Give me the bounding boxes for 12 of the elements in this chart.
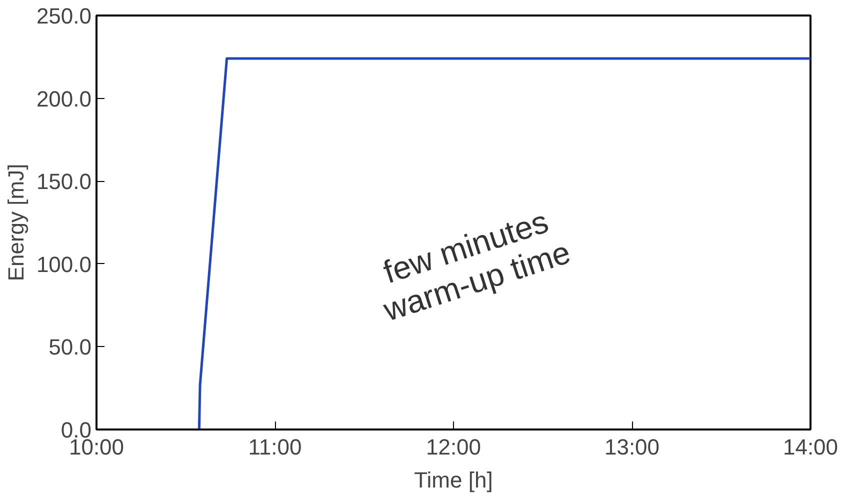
y-tick-label: 50.0 [48, 334, 92, 360]
x-tick-label: 11:00 [248, 434, 302, 460]
y-axis-title: Energy [mJ] [3, 164, 28, 282]
y-tick-label: 100.0 [36, 252, 92, 277]
x-tick-label: 13:00 [604, 434, 660, 460]
y-tick-label: 250.0 [36, 4, 92, 28]
x-tick-label: 12:00 [426, 434, 482, 460]
x-axis-title: Time [h] [414, 468, 493, 492]
annotation: few minutes warm-up time [378, 203, 575, 328]
x-tick-label: 14:00 [782, 434, 838, 460]
y-tick-label: 150.0 [36, 169, 92, 194]
y-tick-label: 200.0 [36, 86, 92, 112]
